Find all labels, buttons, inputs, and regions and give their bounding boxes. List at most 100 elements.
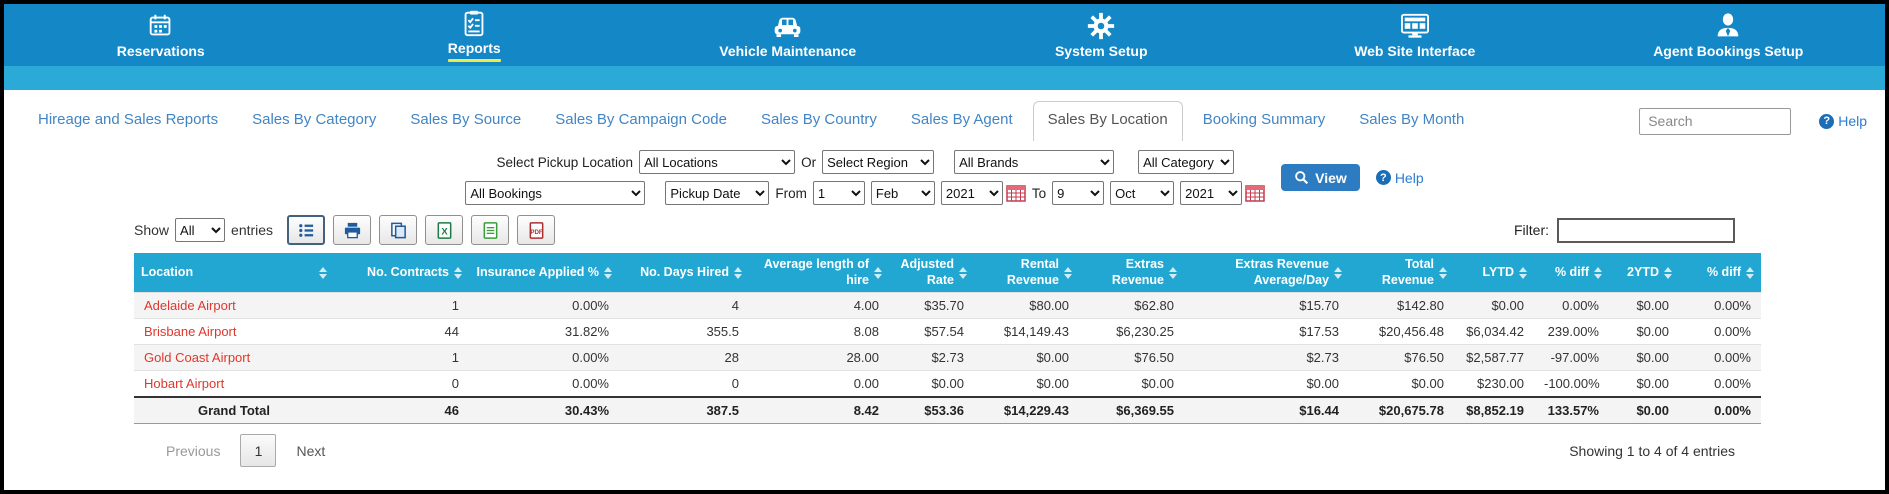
filter-input[interactable] bbox=[1557, 217, 1735, 243]
location-link[interactable]: Gold Coast Airport bbox=[134, 344, 334, 371]
location-link[interactable]: Hobart Airport bbox=[134, 370, 334, 398]
svg-text:X: X bbox=[441, 226, 448, 237]
question-icon: ? bbox=[1819, 113, 1835, 129]
cell-extras-revenue: $6,230.25 bbox=[1079, 318, 1184, 345]
cell-extras-revenue: $6,369.55 bbox=[1079, 396, 1184, 425]
nav-item-web-site-interface[interactable]: Web Site Interface bbox=[1258, 4, 1572, 66]
to-day-select[interactable]: 9 bbox=[1052, 181, 1105, 205]
excel-button[interactable]: X bbox=[425, 215, 464, 245]
tab-sales-by-agent[interactable]: Sales By Agent bbox=[910, 110, 1013, 128]
sort-arrows-icon bbox=[1594, 266, 1602, 279]
list-button[interactable] bbox=[287, 215, 326, 245]
help-label: Help bbox=[1838, 113, 1867, 129]
copy-icon bbox=[389, 221, 408, 240]
col-header-rental-revenue[interactable]: Rental Revenue bbox=[974, 253, 1079, 293]
col-header-diff-2[interactable]: % diff bbox=[1679, 253, 1761, 293]
copy-button[interactable] bbox=[379, 215, 418, 245]
entries-label: entries bbox=[231, 222, 274, 238]
print-button[interactable] bbox=[333, 215, 372, 245]
csv-button[interactable] bbox=[471, 215, 510, 245]
col-label: Extras Revenue bbox=[1111, 257, 1164, 287]
tab-hireage-and-sales-reports[interactable]: Hireage and Sales Reports bbox=[38, 110, 219, 128]
col-header-total-revenue[interactable]: Total Revenue bbox=[1349, 253, 1454, 293]
tab-sales-by-source[interactable]: Sales By Source bbox=[410, 110, 522, 128]
col-header-average-length-of-hire[interactable]: Average length of hire bbox=[749, 253, 889, 293]
to-label: To bbox=[1031, 185, 1047, 201]
col-header-extras-revenue-average-day[interactable]: Extras Revenue Average/Day bbox=[1184, 253, 1349, 293]
from-calendar-icon[interactable] bbox=[1006, 184, 1026, 202]
nav-item-label: Reservations bbox=[116, 43, 205, 59]
brands-select[interactable]: All Brands bbox=[954, 150, 1115, 174]
cell-extras-revenue: $62.80 bbox=[1079, 292, 1184, 319]
cell-total-revenue: $142.80 bbox=[1349, 292, 1454, 319]
to-month-select[interactable]: Oct bbox=[1110, 181, 1175, 205]
location-link[interactable]: Brisbane Airport bbox=[134, 318, 334, 345]
cell-total-revenue: $20,456.48 bbox=[1349, 318, 1454, 345]
col-header-location[interactable]: Location bbox=[134, 253, 334, 293]
sort-arrows-icon bbox=[1746, 266, 1754, 279]
sort-arrows-icon bbox=[1334, 266, 1342, 279]
tab-sales-by-location[interactable]: Sales By Location bbox=[1032, 101, 1183, 141]
next-button[interactable]: Next bbox=[296, 442, 326, 459]
from-month-select[interactable]: Feb bbox=[870, 181, 935, 205]
pdf-button[interactable]: PDF bbox=[517, 215, 556, 245]
cell-total-revenue: $20,675.78 bbox=[1349, 396, 1454, 425]
cell-no-days-hired: 355.5 bbox=[619, 318, 749, 345]
cell-adjusted-rate: $57.54 bbox=[889, 318, 974, 345]
previous-button[interactable]: Previous bbox=[166, 442, 221, 459]
tab-sales-by-category[interactable]: Sales By Category bbox=[252, 110, 377, 128]
col-header-diff[interactable]: % diff bbox=[1534, 253, 1609, 293]
cell-adjusted-rate: $35.70 bbox=[889, 292, 974, 319]
cell-extras-revenue-average-day: $15.70 bbox=[1184, 292, 1349, 319]
cell-rental-revenue: $0.00 bbox=[974, 344, 1079, 371]
cell-no-days-hired: 0 bbox=[619, 370, 749, 398]
col-header-no-days-hired[interactable]: No. Days Hired bbox=[619, 253, 749, 293]
col-header-extras-revenue[interactable]: Extras Revenue bbox=[1079, 253, 1184, 293]
nav-item-label: Reports bbox=[448, 40, 501, 62]
bookings-select[interactable]: All Bookings bbox=[465, 181, 646, 205]
tab-sales-by-country[interactable]: Sales By Country bbox=[761, 110, 877, 128]
col-header-insurance-applied[interactable]: Insurance Applied % bbox=[469, 253, 619, 293]
col-header-lytd[interactable]: LYTD bbox=[1454, 253, 1534, 293]
page-1-button[interactable]: 1 bbox=[240, 434, 277, 468]
export-buttons: X PDF bbox=[287, 215, 563, 245]
question-icon: ? bbox=[1375, 170, 1391, 185]
table-row: Hobart Airport 0 0.00% 0 0.00 $0.00 $0.00 $0.00… bbox=[134, 370, 1761, 398]
col-header-no-contracts[interactable]: No. Contracts bbox=[334, 253, 469, 293]
col-header-adjusted-rate[interactable]: Adjusted Rate bbox=[889, 253, 974, 293]
nav-item-system-setup[interactable]: System Setup bbox=[945, 4, 1259, 66]
from-day-select[interactable]: 1 bbox=[812, 181, 865, 205]
cell-2ytd: $0.00 bbox=[1609, 396, 1679, 425]
help-link-top[interactable]: ? Help bbox=[1819, 113, 1867, 129]
location-link[interactable]: Adelaide Airport bbox=[134, 292, 334, 319]
sort-arrows-icon bbox=[874, 266, 882, 279]
date-type-select[interactable]: Pickup Date bbox=[665, 181, 770, 205]
help-link-filters[interactable]: ? Help bbox=[1375, 170, 1424, 186]
grand-total-label: Grand Total bbox=[134, 396, 334, 425]
cell-2ytd: $0.00 bbox=[1609, 292, 1679, 319]
to-calendar-icon[interactable] bbox=[1245, 184, 1265, 202]
tab-sales-by-month[interactable]: Sales By Month bbox=[1359, 110, 1465, 128]
nav-item-reports[interactable]: Reports bbox=[318, 4, 632, 66]
cell-no-days-hired: 387.5 bbox=[619, 396, 749, 425]
col-label: Extras Revenue Average/Day bbox=[1235, 257, 1329, 287]
from-year-select[interactable]: 2021 bbox=[940, 181, 1003, 205]
view-button[interactable]: View bbox=[1281, 164, 1360, 191]
cell-no-contracts: 46 bbox=[334, 396, 469, 425]
nav-item-vehicle-maintenance[interactable]: Vehicle Maintenance bbox=[631, 4, 945, 66]
nav-item-agent-bookings-setup[interactable]: Agent Bookings Setup bbox=[1572, 4, 1886, 66]
pickup-location-select[interactable]: All Locations bbox=[639, 150, 796, 174]
nav-item-reservations[interactable]: Reservations bbox=[4, 4, 318, 66]
cell-no-contracts: 1 bbox=[334, 292, 469, 319]
col-label: Rental Revenue bbox=[1006, 257, 1059, 287]
col-header-2ytd[interactable]: 2YTD bbox=[1609, 253, 1679, 293]
show-entries-select[interactable]: All bbox=[175, 218, 226, 242]
pdf-icon: PDF bbox=[527, 221, 546, 240]
tab-booking-summary[interactable]: Booking Summary bbox=[1202, 110, 1326, 128]
to-year-select[interactable]: 2021 bbox=[1180, 181, 1243, 205]
category-select[interactable]: All Category bbox=[1138, 150, 1235, 174]
search-input[interactable] bbox=[1639, 107, 1792, 135]
tab-sales-by-campaign-code[interactable]: Sales By Campaign Code bbox=[555, 110, 727, 128]
cell-diff-2: 0.00% bbox=[1679, 318, 1761, 345]
region-select[interactable]: Select Region bbox=[822, 150, 935, 174]
